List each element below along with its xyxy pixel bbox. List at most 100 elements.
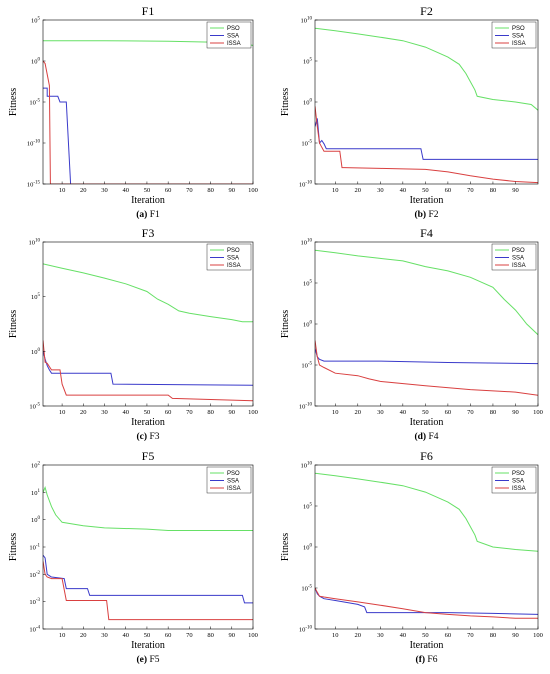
x-tick-label: 80: [490, 409, 497, 416]
x-axis-label: Iteration: [410, 195, 444, 206]
chart-panel-1: F1 10 20 30 40 50 60 70 80 90 100 105 100 10-5 10-10 10…: [8, 4, 258, 220]
series-line-issa: [315, 587, 538, 619]
y-tick-label: 10-2: [29, 571, 40, 579]
x-tick-label: 30: [377, 187, 384, 194]
x-tick-label: 80: [207, 409, 214, 416]
y-axis-label: Fitness: [8, 533, 19, 561]
x-tick-label: 90: [229, 632, 236, 639]
chart-panel-6: F6 10 20 30 40 50 60 70 80 90 100 1010 105 100 10-5 10-…: [280, 449, 543, 665]
y-tick-label: 10-5: [301, 585, 312, 593]
legend-box: [491, 21, 537, 49]
x-tick-label: 10: [332, 409, 339, 416]
legend-label-issa: ISSA: [512, 41, 526, 47]
panel-caption: (c) F3: [137, 431, 160, 442]
legend-label-ssa: SSA: [512, 256, 524, 262]
series-group: [315, 472, 538, 619]
series-line-issa: [315, 340, 538, 396]
series-line-pso: [315, 27, 538, 111]
x-tick-label: 20: [355, 187, 362, 194]
series-line-issa: [43, 340, 253, 402]
panel-caption: (a) F1: [136, 209, 160, 220]
x-tick-label: 90: [512, 187, 519, 194]
x-tick-label: 70: [186, 409, 193, 416]
y-tick-label: 1010: [301, 239, 313, 247]
x-tick-label: 100: [533, 409, 543, 416]
y-tick-label: 102: [31, 462, 41, 470]
y-tick-label: 100: [31, 58, 41, 66]
y-tick-label: 10-1: [29, 544, 40, 552]
chart-title: F3: [142, 226, 155, 240]
legend-label-pso: PSO: [512, 248, 525, 254]
chart-title: F2: [420, 4, 433, 18]
x-tick-label: 10: [332, 187, 339, 194]
y-tick-label: 105: [303, 58, 313, 66]
x-tick-label: 60: [445, 187, 452, 194]
series-line-issa: [43, 561, 253, 621]
x-tick-label: 10: [59, 187, 66, 194]
series-group: [43, 486, 253, 621]
panel-caption: (b) F2: [414, 209, 438, 220]
y-tick-label: 10-5: [301, 362, 312, 370]
series-line-ssa: [315, 118, 538, 160]
y-tick-label: 105: [31, 293, 41, 301]
x-tick-label: 40: [122, 187, 129, 194]
series-group: [315, 249, 538, 396]
y-tick-label: 100: [303, 99, 313, 107]
x-tick-label: 90: [229, 409, 236, 416]
y-tick-label: 10-5: [301, 140, 312, 148]
x-tick-label: 30: [101, 409, 108, 416]
y-tick-label: 10-10: [27, 140, 41, 148]
series-group: [43, 40, 253, 184]
x-axis-label: Iteration: [131, 417, 165, 428]
chart-panel-4: F4 10 20 30 40 50 60 70 80 90 100 1010 105 100 10-5 10-…: [280, 226, 543, 442]
chart-panel-2: F2 10 20 30 40 50 60 70 80 90 1010 105 100 10-5 10-10 I…: [280, 4, 539, 220]
y-tick-label: 105: [31, 17, 41, 25]
x-tick-label: 20: [80, 409, 87, 416]
legend-label-pso: PSO: [227, 248, 240, 254]
x-tick-label: 20: [355, 632, 362, 639]
x-tick-label: 60: [445, 409, 452, 416]
chart-panel-3: F3 10 20 30 40 50 60 70 80 90 100 1010 105 100 10-5 Ite…: [8, 226, 258, 442]
y-tick-label: 105: [303, 280, 313, 288]
x-tick-label: 50: [144, 409, 151, 416]
series-line-ssa: [315, 348, 538, 365]
y-tick-label: 10-10: [299, 626, 313, 634]
x-tick-label: 60: [165, 187, 172, 194]
x-tick-label: 60: [445, 632, 452, 639]
y-tick-label: 1010: [301, 462, 313, 470]
x-tick-label: 90: [512, 409, 519, 416]
legend-label-pso: PSO: [227, 471, 240, 477]
series-group: [43, 263, 253, 402]
x-tick-label: 60: [165, 632, 172, 639]
x-tick-label: 30: [101, 187, 108, 194]
x-tick-label: 20: [355, 409, 362, 416]
x-tick-label: 90: [512, 632, 519, 639]
chart-title: F6: [420, 449, 433, 463]
chart-panel-5: F5 10 20 30 40 50 60 70 80 90 100 102 101 100 10-1 10-2…: [8, 449, 258, 665]
y-tick-label: 10-10: [299, 403, 313, 411]
series-line-ssa: [43, 351, 253, 386]
x-tick-label: 10: [59, 632, 66, 639]
x-tick-label: 50: [144, 632, 151, 639]
x-tick-label: 40: [122, 409, 129, 416]
x-tick-label: 40: [400, 409, 407, 416]
x-tick-label: 30: [377, 632, 384, 639]
x-tick-label: 70: [467, 409, 474, 416]
y-tick-label: 100: [31, 348, 41, 356]
y-axis-label: Fitness: [280, 88, 291, 116]
y-tick-label: 105: [303, 503, 313, 511]
x-tick-label: 40: [400, 187, 407, 194]
series-line-ssa: [43, 554, 253, 604]
x-tick-label: 70: [186, 187, 193, 194]
x-tick-label: 100: [248, 409, 258, 416]
x-tick-label: 10: [59, 409, 66, 416]
y-axis-label: Fitness: [280, 533, 291, 561]
legend-label-issa: ISSA: [227, 263, 241, 269]
x-tick-label: 100: [533, 632, 543, 639]
